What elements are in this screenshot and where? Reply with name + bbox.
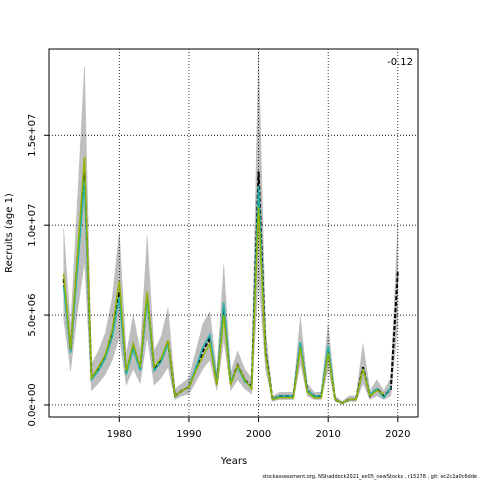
plot-frame [48, 48, 419, 418]
x-axis-label: Years [220, 456, 247, 467]
x-tick-label: 2000 [246, 429, 271, 440]
y-tick-label: 0.0e+00 [27, 383, 38, 426]
x-tick-label: 2010 [315, 429, 340, 440]
confidence-band [195, 323, 204, 382]
x-tick-label: 2020 [385, 429, 410, 440]
y-axis-label: Recruits (age 1) [4, 193, 15, 273]
y-tick-label: 1.5e+07 [27, 114, 38, 157]
annotation: -0.12 [387, 57, 413, 68]
y-tick-label: 1.0e+07 [27, 204, 38, 247]
footer: stockassessment.org, NShaddock2021_ex05_… [262, 474, 477, 480]
y-tick-label: 5.0e+06 [27, 293, 38, 336]
series-line [62, 156, 385, 405]
x-tick-label: 1990 [176, 429, 201, 440]
x-tick-label: 1980 [107, 429, 132, 440]
